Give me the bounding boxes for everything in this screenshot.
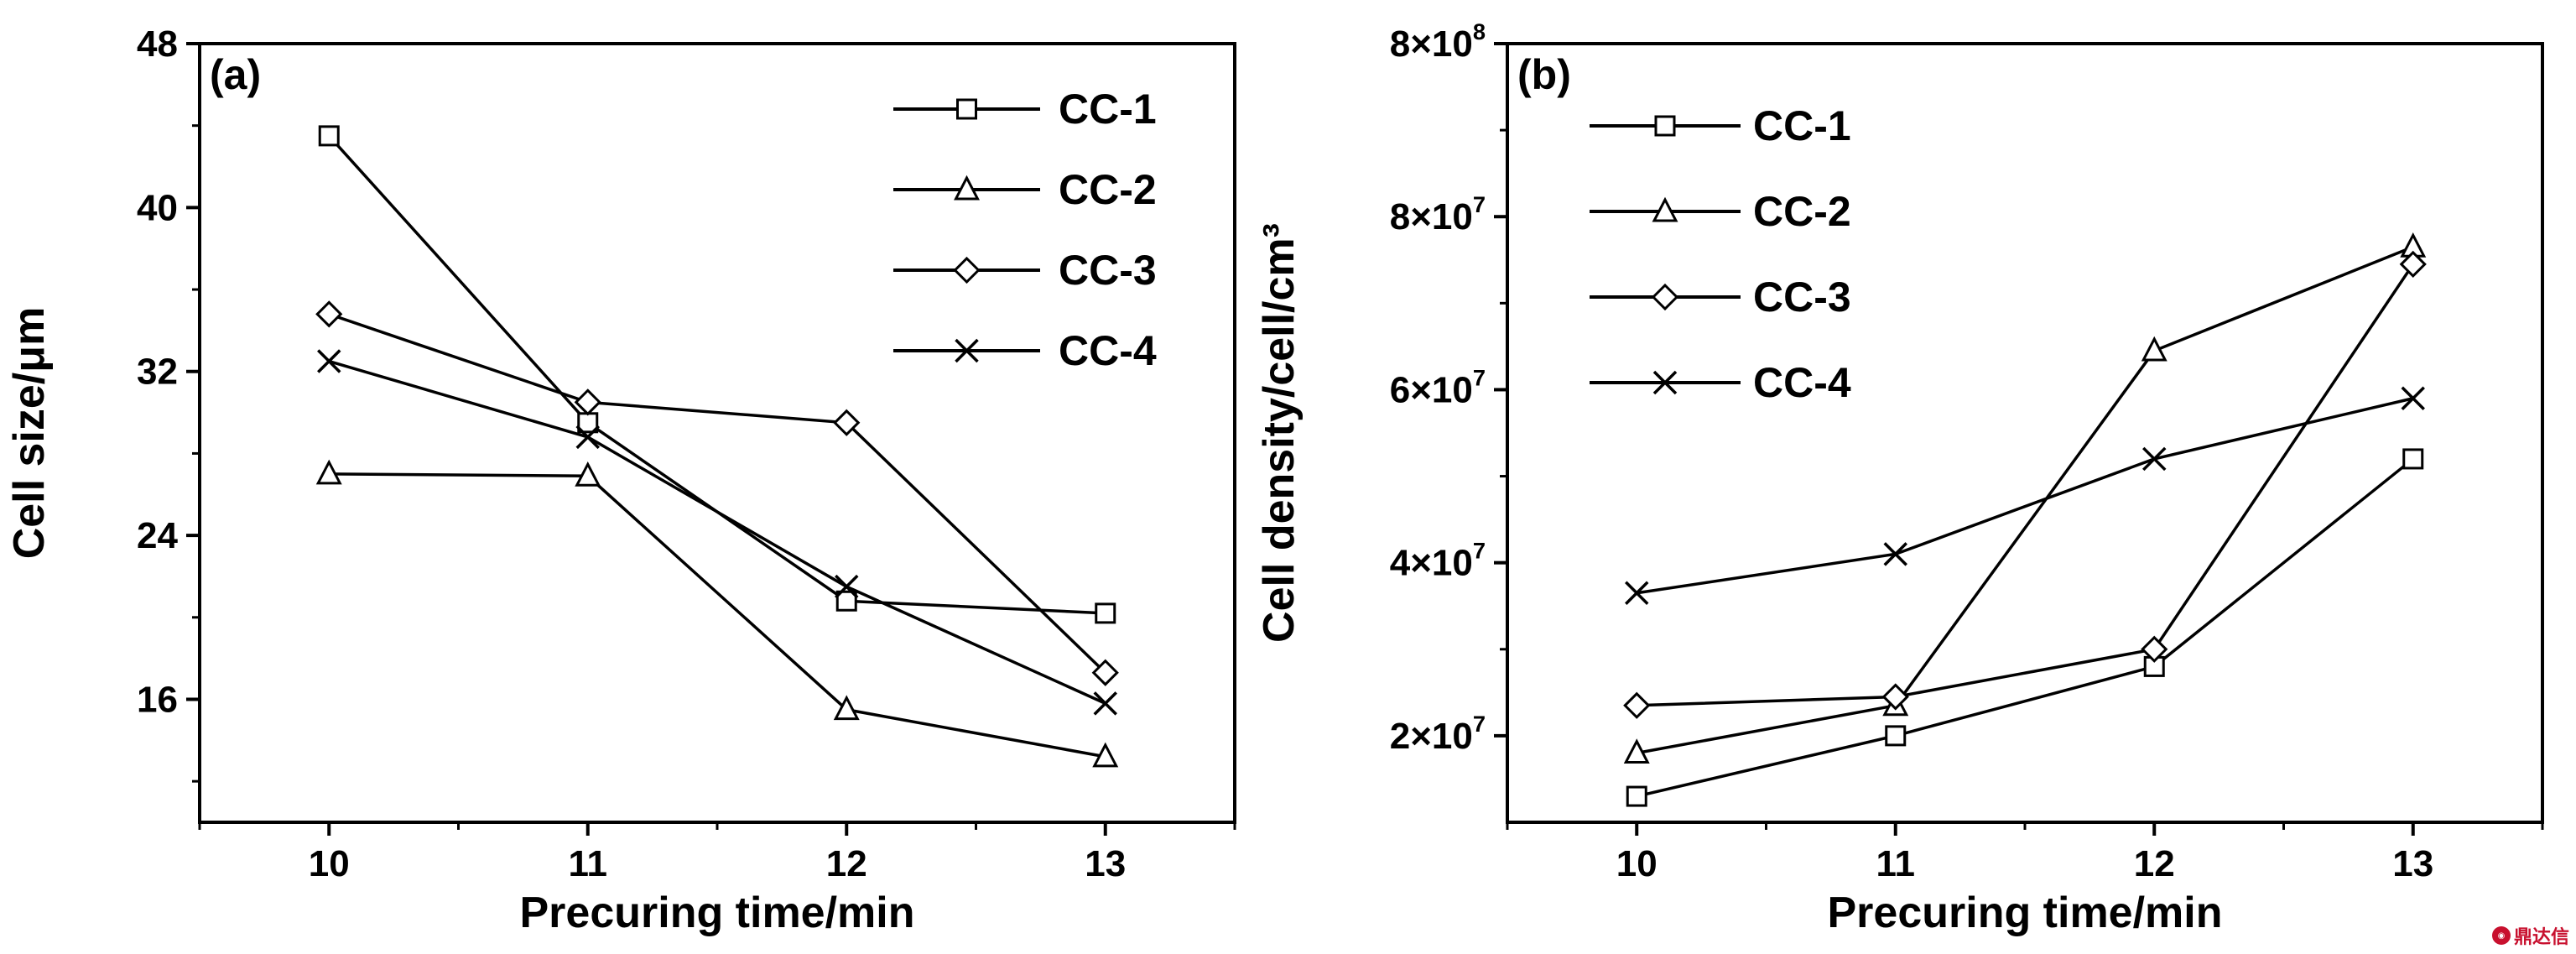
data-point-cc-3 (833, 409, 861, 436)
series-line-cc-3 (1637, 263, 2415, 707)
data-point-cc-4 (1625, 581, 1649, 605)
series-line-cc-2 (1636, 245, 2414, 755)
watermark-icon: ◉ (2491, 926, 2511, 945)
data-point-cc-4 (575, 425, 600, 450)
panel-label: (a) (210, 51, 261, 98)
y-tick-label: 16 (137, 679, 178, 720)
data-point-cc-1 (1095, 602, 1116, 624)
data-point-cc-4 (2401, 386, 2425, 410)
panel-label: (b) (1517, 51, 1571, 98)
data-point-cc-2 (1092, 742, 1119, 768)
data-point-cc-4 (2142, 446, 2167, 472)
data-point-cc-4 (835, 574, 859, 599)
legend-label: CC-4 (1059, 327, 1157, 374)
x-tick-label: 11 (1876, 843, 1915, 884)
data-point-cc-2 (1623, 738, 1650, 764)
y-tick-label: 32 (137, 352, 178, 393)
data-point-cc-1 (1885, 725, 1907, 747)
watermark-logo: ◉ 鼎达信 (2491, 922, 2569, 949)
watermark-text: 鼎达信 (2513, 927, 2569, 948)
y-tick-label: 2×107 (1390, 711, 1486, 757)
legend-label: CC-3 (1059, 247, 1157, 294)
plot-frame (198, 42, 1236, 824)
data-point-cc-2 (575, 461, 601, 487)
y-tick-label: 8×107 (1390, 191, 1486, 237)
panel-a-cell-size-chart: 10 11 12 13 16 24 32 40 48 Precuring time/min Cell… (5, 23, 1236, 937)
x-tick-label: 11 (568, 843, 607, 884)
legend-label: CC-4 (1753, 359, 1851, 406)
data-point-cc-1 (2402, 448, 2424, 470)
y-tick-label: 8×108 (1390, 18, 1486, 65)
data-point-cc-1 (318, 125, 340, 147)
data-point-cc-3 (2399, 250, 2427, 279)
series-line-cc-1 (327, 134, 1106, 615)
series-line-cc-1 (1636, 457, 2414, 798)
legend-marker (1654, 115, 1676, 137)
data-point-cc-1 (835, 590, 857, 612)
legend-marker (956, 98, 977, 120)
series-line-cc-4 (328, 359, 1106, 705)
data-point-cc-2 (833, 695, 860, 721)
data-point-cc-3 (1881, 683, 1909, 711)
data-point-cc-2 (315, 459, 342, 485)
data-point-cc-3 (1623, 691, 1651, 719)
legend-label: CC-2 (1753, 188, 1851, 235)
y-axis-label: Cell size/μm (5, 307, 54, 560)
data-point-cc-3 (574, 388, 601, 416)
y-axis-label: Cell density/cell/cm³ (1255, 223, 1304, 643)
series-line-cc-2 (329, 472, 1106, 759)
legend-label: CC-1 (1753, 102, 1851, 149)
y-tick-label: 6×107 (1390, 364, 1486, 410)
x-tick-label: 12 (826, 843, 867, 884)
x-tick-label: 12 (2134, 843, 2175, 884)
legend-marker (1652, 370, 1678, 395)
panel-b-cell-density-chart: 10 11 12 13 2×107 4×107 6×107 8×107 8×108 Precuri… (1255, 18, 2544, 937)
data-point-cc-4 (317, 349, 341, 373)
data-point-cc-3 (2141, 635, 2168, 663)
legend-label: CC-1 (1059, 86, 1157, 133)
data-point-cc-2 (2141, 336, 2167, 362)
legend-marker (954, 175, 980, 201)
data-point-cc-4 (1093, 691, 1117, 716)
x-axis-label: Precuring time/min (520, 889, 915, 937)
legend-marker (955, 338, 979, 363)
x-tick-label: 13 (2392, 843, 2433, 884)
y-tick-label: 48 (137, 23, 178, 65)
legend-label: CC-3 (1753, 274, 1851, 321)
x-axis-label: Precuring time/min (1828, 889, 2223, 937)
data-point-cc-1 (1626, 785, 1647, 807)
y-tick-label: 40 (137, 187, 178, 228)
x-tick-label: 10 (309, 843, 350, 884)
series-line-cc-3 (328, 312, 1106, 674)
legend-marker (1651, 283, 1679, 311)
series-line-cc-4 (1636, 397, 2414, 595)
legend-marker (1652, 196, 1678, 222)
data-point-cc-4 (1883, 542, 1907, 566)
x-tick-label: 10 (1616, 843, 1657, 884)
data-point-cc-3 (315, 300, 343, 328)
y-tick-label: 24 (137, 515, 178, 556)
legend-marker (953, 256, 981, 284)
legend-label: CC-2 (1059, 166, 1157, 213)
y-tick-label: 4×107 (1390, 538, 1486, 584)
x-tick-label: 13 (1085, 843, 1126, 884)
data-point-cc-3 (1091, 659, 1119, 686)
